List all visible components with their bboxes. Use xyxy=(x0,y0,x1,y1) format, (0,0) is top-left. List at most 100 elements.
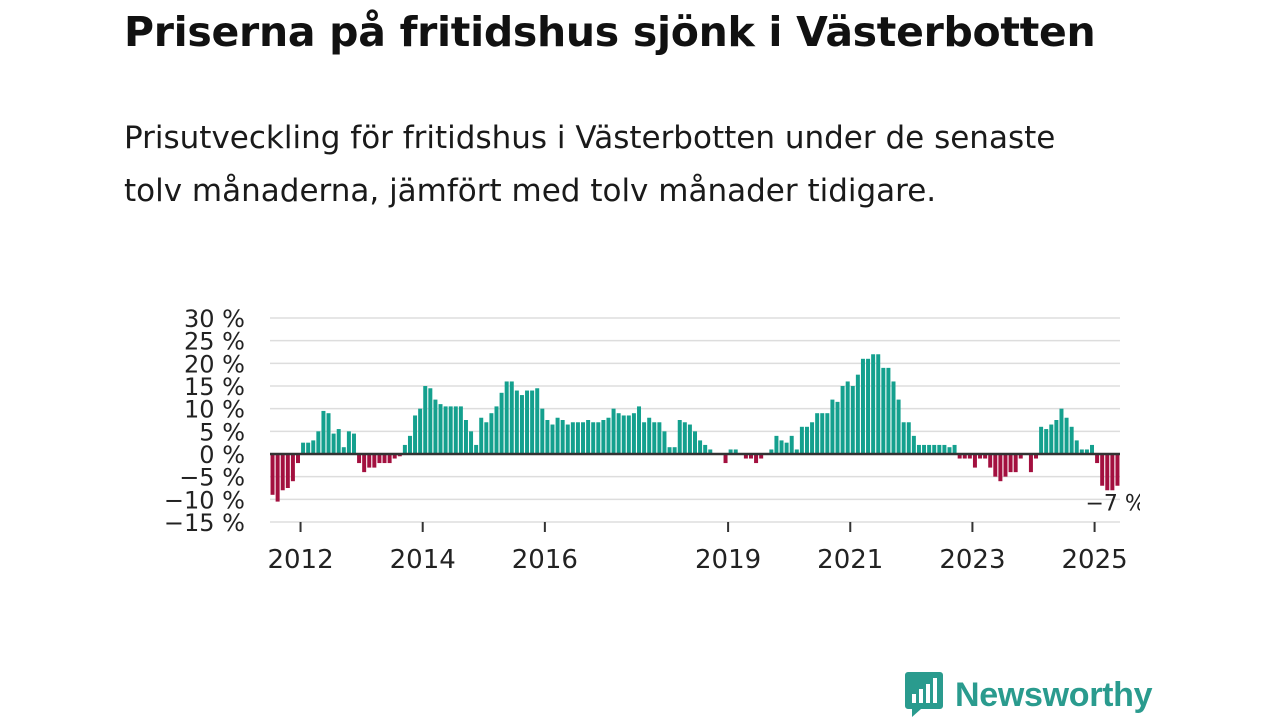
x-tick-label: 2025 xyxy=(1061,545,1127,575)
bar xyxy=(295,454,300,464)
y-tick-label: 0 % xyxy=(199,441,245,469)
bar xyxy=(611,408,616,454)
bar xyxy=(377,454,382,464)
bar xyxy=(937,444,942,454)
bar xyxy=(784,442,789,454)
brand-name: Newsworthy xyxy=(955,675,1153,714)
bar xyxy=(1064,417,1069,454)
bar xyxy=(759,454,764,459)
bar xyxy=(1034,454,1039,459)
bar xyxy=(357,454,362,464)
bar xyxy=(703,444,708,454)
bar xyxy=(754,454,759,464)
bar xyxy=(896,399,901,454)
bar xyxy=(453,406,458,454)
bar xyxy=(1079,449,1084,454)
bar xyxy=(448,406,453,454)
bar xyxy=(362,454,367,473)
bar xyxy=(540,408,545,454)
bar xyxy=(382,454,387,464)
bar xyxy=(555,417,560,454)
newsworthy-logo-icon xyxy=(905,672,943,717)
bar xyxy=(433,399,438,454)
y-tick-label: 15 % xyxy=(184,373,245,401)
bar xyxy=(972,454,977,468)
bar xyxy=(901,422,906,454)
bar xyxy=(372,454,377,468)
bar xyxy=(733,449,738,454)
x-tick-label: 2012 xyxy=(267,545,333,575)
bar xyxy=(769,449,774,454)
bar xyxy=(525,390,530,454)
bar xyxy=(998,454,1003,482)
bar xyxy=(326,413,331,454)
bar-chart: 30 %25 %20 %15 %10 %5 %0 %−5 %−10 %−15 %… xyxy=(164,305,1140,575)
y-tick-label: 20 % xyxy=(184,350,245,378)
bar xyxy=(280,454,285,491)
bar xyxy=(606,417,611,454)
bar xyxy=(1084,449,1089,454)
bar xyxy=(835,401,840,454)
bar xyxy=(845,381,850,454)
bar xyxy=(570,422,575,454)
brand-logo: Newsworthy xyxy=(903,670,1153,720)
bar xyxy=(962,454,967,459)
bar xyxy=(860,358,865,454)
bar xyxy=(1059,408,1064,454)
bar xyxy=(983,454,988,459)
bar xyxy=(311,440,316,454)
y-tick-label: −5 % xyxy=(179,464,245,492)
bar xyxy=(463,420,468,454)
bar xyxy=(616,413,621,454)
bar xyxy=(1049,424,1054,454)
bar xyxy=(662,431,667,454)
bar xyxy=(1054,420,1059,454)
bar xyxy=(779,440,784,454)
y-tick-label: 30 % xyxy=(184,305,245,333)
bar xyxy=(550,424,555,454)
bar xyxy=(947,447,952,454)
bar xyxy=(957,454,962,459)
x-tick-label: 2014 xyxy=(390,545,456,575)
bar xyxy=(474,444,479,454)
x-tick-label: 2023 xyxy=(939,545,1005,575)
y-tick-label: −10 % xyxy=(164,486,245,514)
bar xyxy=(748,454,753,459)
bar xyxy=(519,395,524,454)
bar xyxy=(1100,454,1105,486)
chart-title: Priserna på fritidshus sjönk i Västerbot… xyxy=(124,8,1096,56)
chart-subtitle: Prisutveckling för fritidshus i Västerbo… xyxy=(124,120,1056,209)
bar xyxy=(402,444,407,454)
x-tick-label: 2016 xyxy=(512,545,578,575)
bar xyxy=(652,422,657,454)
bar xyxy=(672,447,677,454)
bar xyxy=(825,413,830,454)
bar xyxy=(698,440,703,454)
bar xyxy=(789,435,794,454)
bar xyxy=(621,415,626,454)
bar xyxy=(418,408,423,454)
bar xyxy=(479,417,484,454)
bar xyxy=(509,381,514,454)
bar xyxy=(586,420,591,454)
bar xyxy=(906,422,911,454)
bar xyxy=(316,431,321,454)
bar xyxy=(392,454,397,459)
bar xyxy=(336,429,341,454)
y-tick-label: 5 % xyxy=(199,418,245,446)
bar xyxy=(927,444,932,454)
bar xyxy=(916,444,921,454)
bar xyxy=(693,431,697,454)
bar xyxy=(866,358,871,454)
bar xyxy=(438,404,443,454)
bar xyxy=(1090,444,1095,454)
bar xyxy=(881,367,886,454)
bar xyxy=(932,444,937,454)
bar xyxy=(565,424,570,454)
bar xyxy=(682,422,687,454)
bar xyxy=(642,422,647,454)
bar xyxy=(1008,454,1013,473)
bar xyxy=(988,454,993,468)
bar xyxy=(1013,454,1018,473)
bar xyxy=(1069,426,1074,454)
